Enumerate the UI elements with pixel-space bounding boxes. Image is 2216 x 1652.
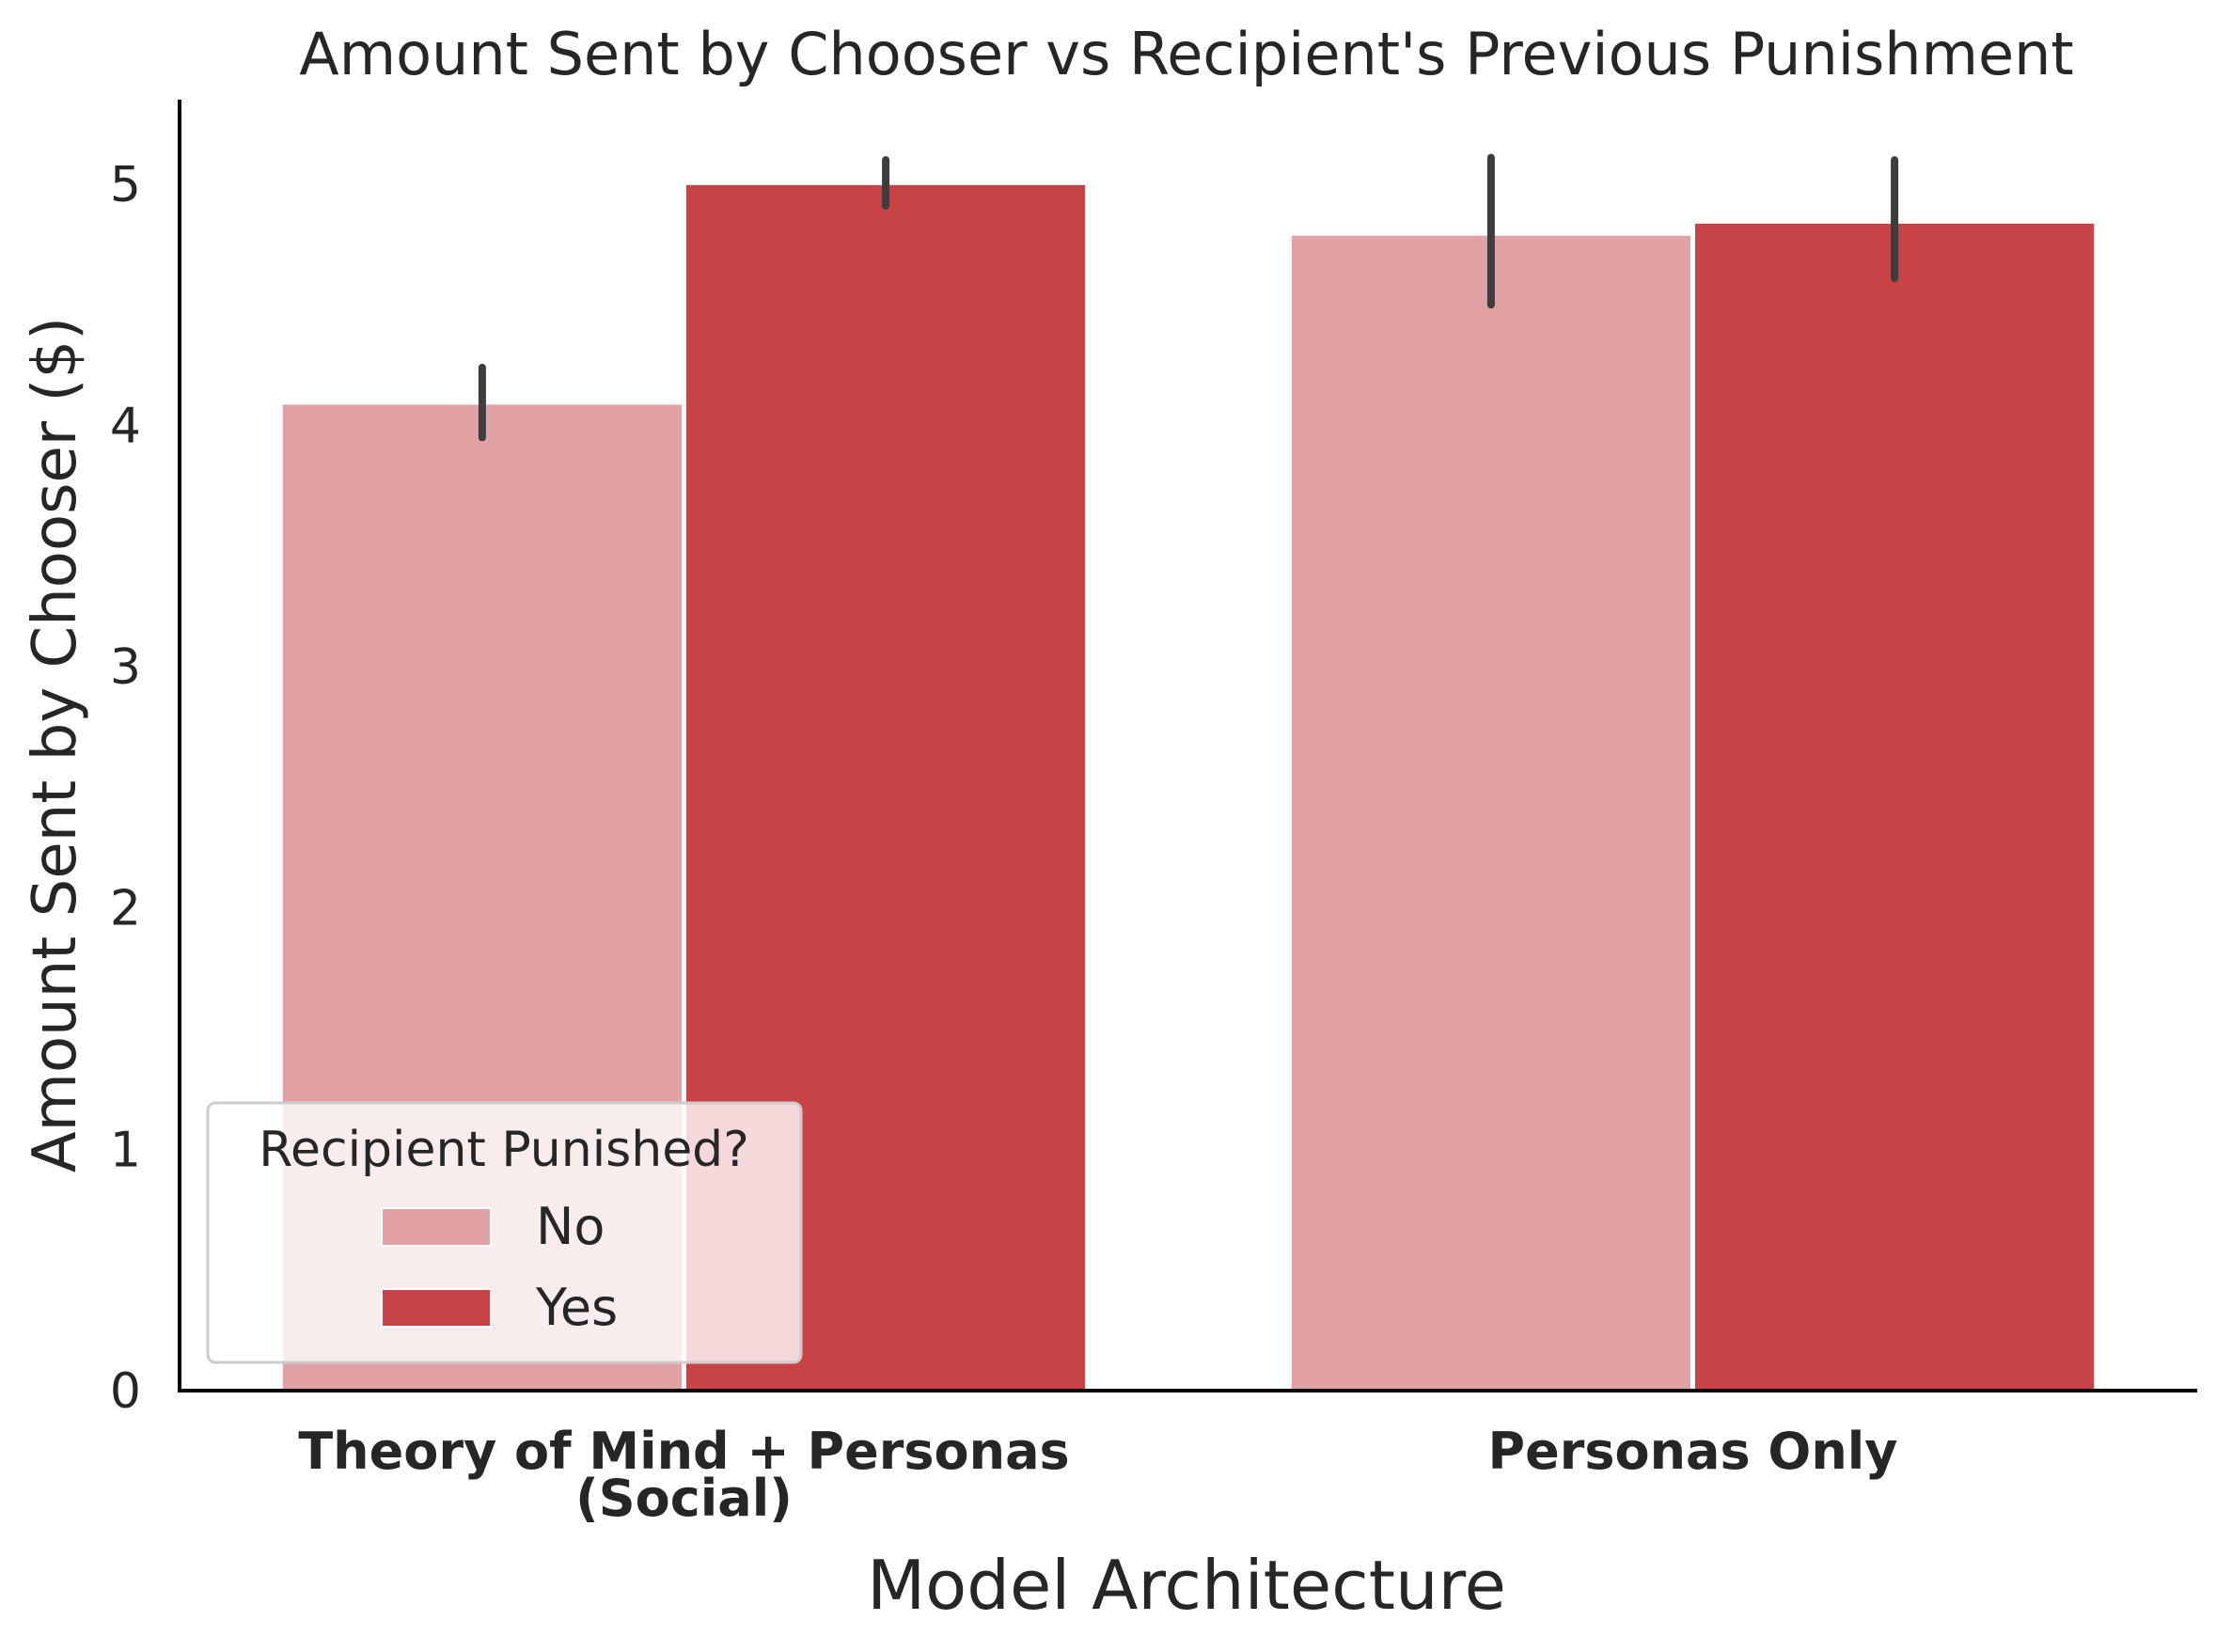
y-tick-label: 2 — [110, 881, 141, 937]
legend-frame — [206, 1101, 803, 1364]
legend-title: Recipient Punished? — [259, 1122, 749, 1178]
legend-swatch-yes — [381, 1288, 492, 1328]
legend-swatch-no — [381, 1207, 492, 1247]
bar-yes-1 — [1693, 221, 2097, 1392]
x-axis-label: Model Architecture — [867, 1546, 1506, 1625]
legend: Recipient Punished? No Yes — [206, 1101, 803, 1364]
y-tick-label: 3 — [110, 639, 141, 696]
x-tick-label: Personas Only — [1488, 1422, 1898, 1481]
y-tick-label: 5 — [110, 157, 141, 213]
x-tick-label: Theory of Mind + Personas (Social) — [298, 1422, 1069, 1528]
y-tick-labels: 0 1 2 3 4 5 — [110, 157, 141, 1420]
bar-no-1 — [1289, 233, 1693, 1392]
legend-label-yes: Yes — [535, 1278, 618, 1337]
legend-label-no: No — [536, 1197, 605, 1256]
chart-title: Amount Sent by Chooser vs Recipient's Pr… — [299, 20, 2073, 88]
y-tick-label: 1 — [110, 1122, 141, 1178]
y-tick-label: 4 — [110, 398, 141, 454]
y-axis-label: Amount Sent by Chooser ($) — [21, 317, 90, 1172]
error-bars-layer — [478, 153, 1899, 442]
y-tick-label: 0 — [110, 1363, 141, 1420]
bars-layer — [280, 182, 2097, 1392]
legend-entries: No Yes — [381, 1197, 618, 1337]
x-tick-labels: Theory of Mind + Personas (Social) Persona… — [298, 1422, 1897, 1528]
